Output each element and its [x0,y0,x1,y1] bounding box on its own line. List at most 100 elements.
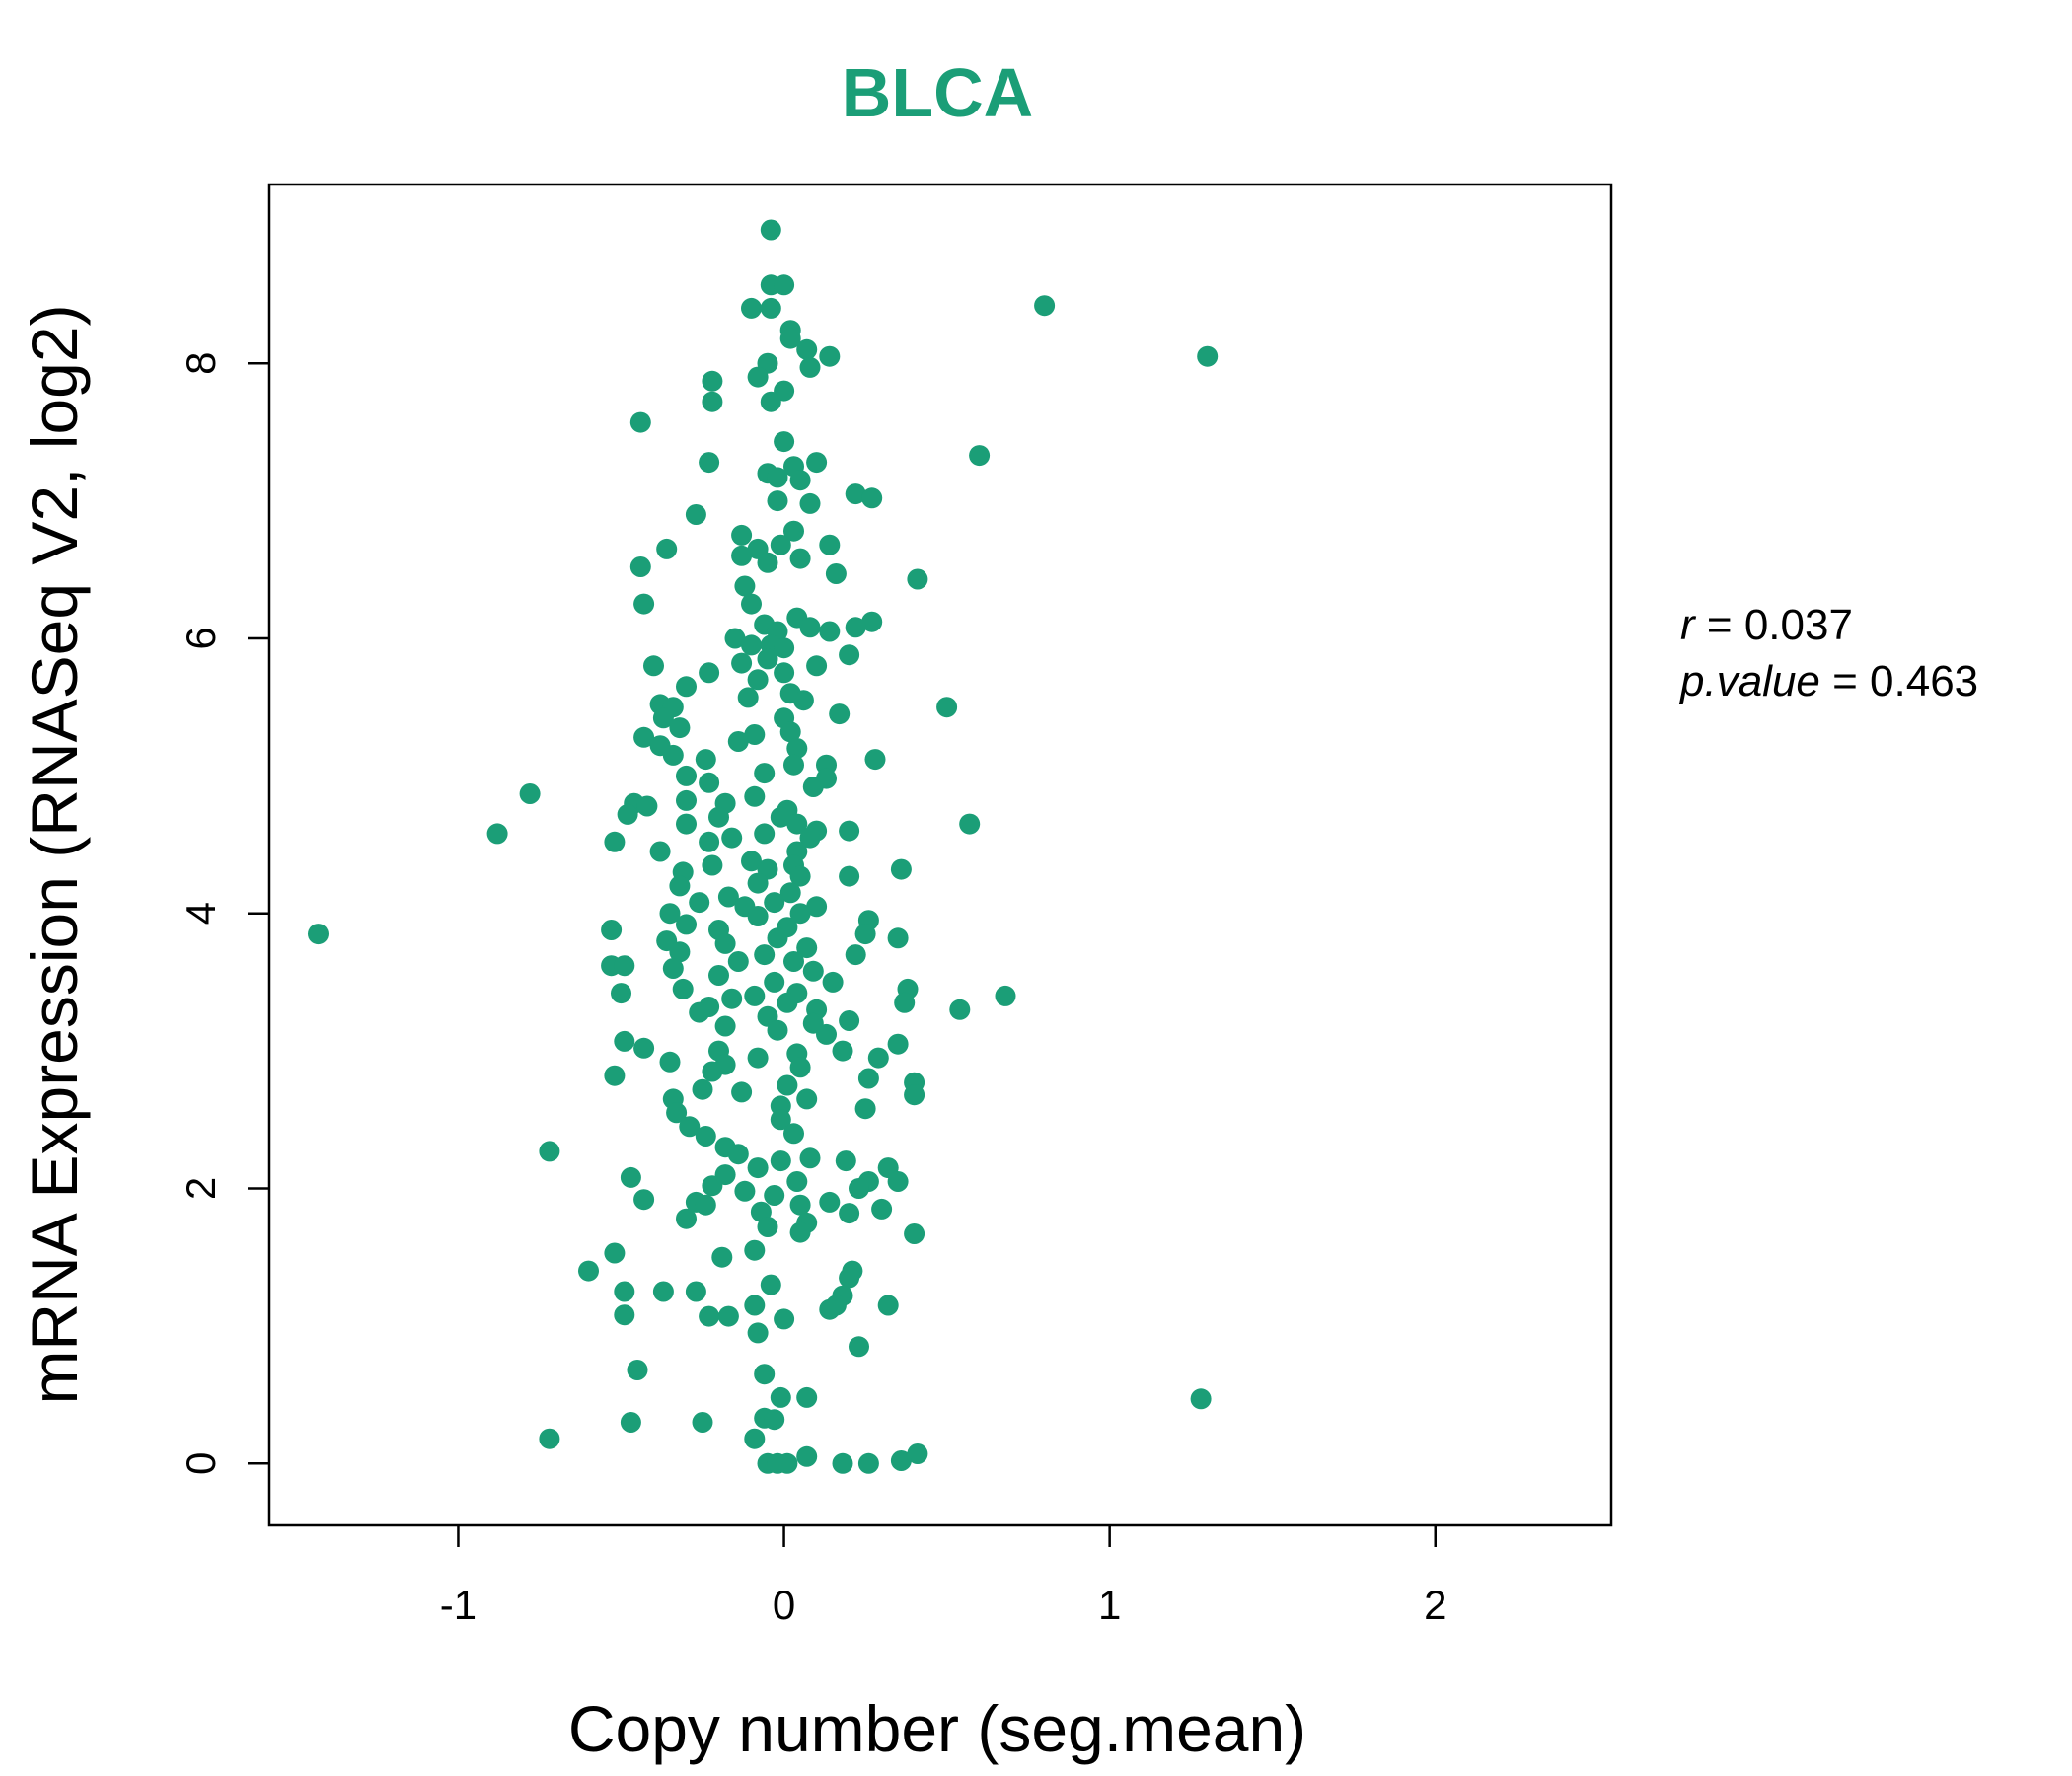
data-point-226 [695,1194,716,1216]
data-point-245 [685,1281,706,1302]
data-point-208 [799,1147,821,1169]
data-point-31 [685,504,706,525]
data-point-150 [727,951,749,972]
data-point-215 [620,1166,641,1188]
data-point-205 [695,1126,716,1147]
data-point-38 [731,545,753,566]
chart-title: BLCA [842,54,1033,131]
data-point-173 [839,1010,860,1031]
data-point-43 [907,568,928,590]
data-point-50 [799,617,821,638]
data-point-41 [629,556,651,577]
data-point-256 [849,1336,869,1358]
data-point-193 [777,1074,798,1096]
data-point-143 [887,927,909,949]
data-point-231 [676,1208,697,1229]
data-point-244 [652,1281,674,1302]
data-point-45 [741,593,762,615]
data-point-11 [799,356,821,378]
y-tick-label-3: 6 [178,627,224,649]
y-tick-label-2: 4 [178,902,224,925]
data-point-103 [676,813,697,835]
x-tick-label-2: 1 [1098,1582,1121,1628]
data-point-29 [767,490,788,512]
data-point-190 [604,1065,626,1086]
data-point-195 [731,1081,753,1103]
data-point-60 [731,652,753,674]
data-point-274 [832,1452,853,1474]
data-point-234 [789,1221,811,1243]
data-point-219 [702,1175,723,1197]
data-point-119 [890,858,912,880]
data-point-142 [767,927,788,949]
data-point-238 [711,1246,733,1268]
data-point-145 [714,932,736,954]
data-point-153 [614,955,635,977]
data-point-53 [819,621,841,642]
data-point-164 [995,985,1016,1006]
data-point-18 [629,411,651,433]
data-point-240 [578,1260,599,1282]
data-point-34 [770,534,791,555]
data-point-40 [757,552,778,573]
data-point-216 [786,1171,808,1192]
data-point-126 [779,882,801,904]
data-point-170 [949,999,971,1020]
y-tick-label-1: 2 [178,1177,224,1200]
data-point-264 [692,1412,713,1433]
data-point-100 [617,803,638,825]
y-axis-label: mRNA Expression (RNASeq V2, log2) [18,304,91,1404]
data-points [308,219,1219,1474]
data-point-156 [708,965,729,986]
data-point-252 [699,1305,720,1327]
data-point-85 [864,749,886,771]
data-point-129 [689,892,710,914]
data-point-236 [744,1239,766,1261]
data-point-104 [786,813,808,835]
data-point-59 [757,648,778,670]
data-point-220 [849,1178,869,1199]
x-tick-label-3: 2 [1424,1582,1446,1628]
data-point-253 [717,1305,739,1327]
data-point-243 [614,1281,635,1302]
data-point-65 [747,669,769,691]
data-point-9 [796,338,818,360]
data-point-196 [904,1084,925,1106]
data-point-154 [662,958,684,979]
data-point-259 [796,1386,818,1408]
data-point-158 [764,971,785,993]
data-point-116 [741,851,762,872]
data-point-148 [845,944,866,966]
data-point-257 [627,1360,648,1380]
data-point-44 [734,575,756,597]
data-point-203 [679,1116,701,1138]
data-point-132 [789,903,811,925]
data-point-10 [819,345,841,367]
data-point-57 [774,637,795,659]
y-tick-label-4: 8 [178,352,224,375]
data-point-17 [702,391,723,412]
data-point-134 [747,906,769,926]
data-point-79 [633,726,655,748]
data-point-223 [633,1189,655,1211]
data-point-188 [789,1057,811,1078]
data-point-176 [767,1019,788,1041]
data-point-52 [845,617,866,638]
data-point-113 [604,831,626,852]
data-point-63 [774,662,795,684]
data-point-92 [802,777,824,797]
x-axis: -1 0 1 2 [440,1525,1446,1628]
data-point-194 [692,1078,713,1100]
x-tick-label-0: -1 [440,1582,477,1628]
data-point-32 [731,524,753,546]
data-point-151 [783,951,804,972]
data-point-171 [689,1001,710,1023]
data-point-131 [806,896,828,918]
data-point-179 [887,1033,909,1055]
data-point-102 [770,806,791,828]
data-point-165 [721,988,743,1009]
data-point-108 [486,823,508,845]
data-point-25 [767,467,788,488]
data-point-27 [845,483,866,505]
data-point-39 [789,548,811,569]
